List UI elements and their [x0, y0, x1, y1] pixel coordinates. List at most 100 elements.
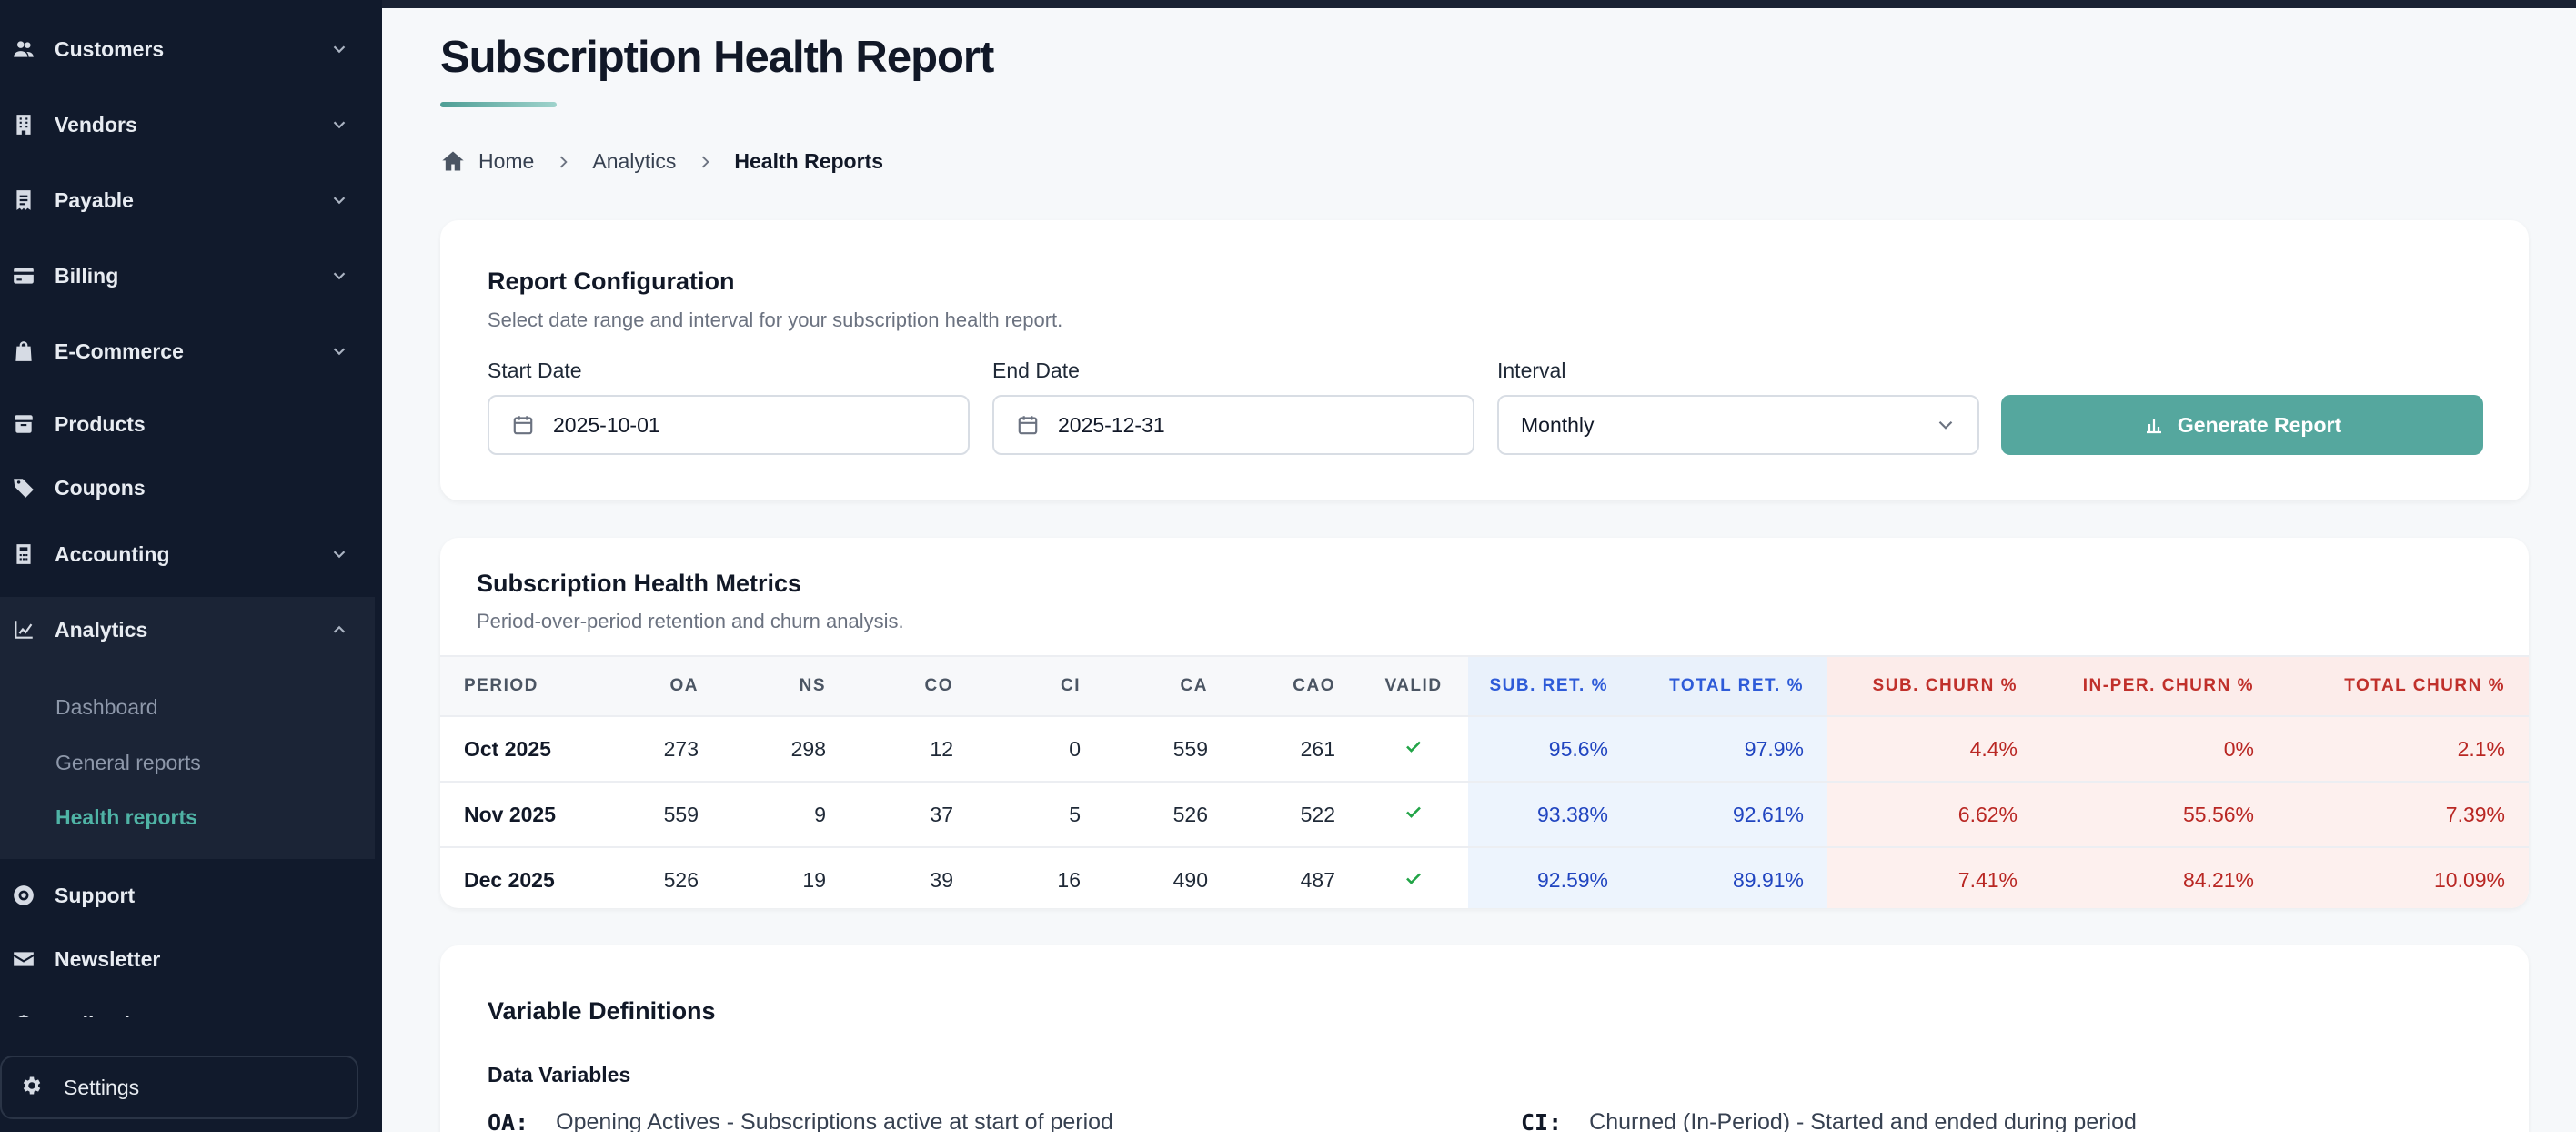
calculator-icon [11, 541, 36, 567]
metrics-title: Subscription Health Metrics [477, 570, 802, 597]
variable-key: OA: [488, 1109, 529, 1132]
chart-line-icon [11, 617, 36, 642]
table-cell: 39 [930, 868, 953, 892]
sidebar-item-label: Accounting [55, 541, 170, 566]
main-content: Subscription Health Report Home Analytic… [382, 8, 2576, 1132]
col-header-oa: OA [595, 655, 722, 717]
sidebar-item-analytics[interactable]: Analytics [0, 601, 375, 659]
metrics-subtitle: Period-over-period retention and churn a… [477, 610, 904, 632]
sidebar-item-label: Customers [55, 36, 165, 61]
sidebar-item-support[interactable]: Support [0, 866, 375, 925]
breadcrumb-current: Health Reports [734, 148, 883, 173]
chevron-down-icon [1938, 420, 1953, 430]
table-cell: 298 [722, 716, 850, 783]
table-cell: 526 [1104, 782, 1232, 848]
end-date-input[interactable]: 2025-12-31 [992, 395, 1474, 455]
col-header-ci: CI [977, 655, 1104, 717]
chevron-down-icon [329, 115, 349, 135]
table-row: Oct 2025 273 298 12 0 559 261 95.6% 97.9% 4.4% 0% 2… [440, 716, 2529, 783]
sidebar-item-e-commerce[interactable]: E-Commerce [0, 322, 375, 380]
sidebar-item-newsletter[interactable]: Newsletter [0, 930, 375, 988]
config-title: Report Configuration [488, 268, 735, 295]
metrics-table: PERIOD OA NS CO CI CA CAO VALID SUB. RET… [440, 655, 2529, 908]
calendar-icon [513, 416, 533, 435]
calendar-icon [1018, 416, 1038, 435]
sidebar-fade [0, 1017, 375, 1054]
table-cell: 0 [977, 716, 1104, 783]
table-cell: 7.39% [2278, 782, 2529, 848]
sidebar-item-accounting[interactable]: Accounting [0, 525, 375, 583]
gear-icon [20, 1074, 44, 1102]
sidebar-item-customers[interactable]: Customers [0, 20, 375, 78]
table-cell: 7.41% [1827, 847, 2041, 908]
table-cell: 522 [1232, 782, 1359, 848]
table-cell: 2.1% [2278, 716, 2529, 783]
generate-report-button[interactable]: Generate Report [2001, 395, 2483, 455]
sidebar-item-label: Analytics [55, 617, 148, 642]
lifebuoy-icon [11, 883, 36, 908]
chevron-down-icon [329, 341, 349, 361]
title-underline [440, 102, 557, 107]
sidebar-item-label: Payable [55, 187, 134, 212]
table-cell: 6.62% [1827, 782, 2041, 848]
sidebar-subitem-general-reports[interactable]: General reports [55, 751, 201, 774]
chevron-up-icon [329, 620, 349, 640]
variable-def-ci: CI: Churned (In-Period) - Started and en… [1521, 1109, 2137, 1132]
sidebar-subitem-health-reports[interactable]: Health reports [55, 805, 197, 829]
analytics-submenu [0, 597, 375, 859]
table-cell: 490 [1172, 868, 1208, 892]
valid-check-cell [1359, 782, 1468, 848]
start-date-input[interactable]: 2025-10-01 [488, 395, 970, 455]
sidebar-subitem-dashboard[interactable]: Dashboard [55, 695, 158, 719]
data-variables-heading: Data Variables [488, 1063, 631, 1087]
col-header-cao: CAO [1232, 655, 1359, 717]
settings-label: Settings [64, 1075, 140, 1099]
variable-key: CI: [1521, 1109, 1563, 1132]
sidebar-item-label: Billing [55, 263, 119, 288]
sidebar-item-coupons[interactable]: Coupons [0, 459, 375, 517]
table-cell: 12 [850, 716, 977, 783]
receipt-icon [11, 187, 36, 213]
table-cell: 559 [1104, 716, 1232, 783]
breadcrumb-analytics[interactable]: Analytics [592, 148, 677, 173]
interval-label: Interval [1497, 359, 1566, 382]
col-header-ns: NS [722, 655, 850, 717]
config-subtitle: Select date range and interval for your … [488, 308, 1063, 331]
start-date-value: 2025-10-01 [553, 412, 660, 437]
chevron-down-icon [329, 39, 349, 59]
settings-button[interactable]: Settings [0, 1056, 358, 1119]
sidebar-item-label: Vendors [55, 112, 137, 136]
col-header-period: PERIOD [440, 655, 595, 717]
table-cell: 273 [595, 716, 722, 783]
table-cell: 84.21% [2041, 847, 2278, 908]
check-icon [1403, 870, 1424, 894]
variable-def-oa: OA: Opening Actives - Subscriptions acti… [488, 1109, 1113, 1132]
chevron-down-icon [329, 544, 349, 564]
metrics-header-row: PERIOD OA NS CO CI CA CAO VALID SUB. RET… [440, 655, 2529, 717]
variables-title: Variable Definitions [488, 997, 716, 1025]
home-icon [442, 151, 464, 171]
interval-select[interactable]: Monthly [1497, 395, 1979, 455]
report-config-card: Report Configuration Select date range a… [440, 220, 2529, 500]
breadcrumb-home[interactable]: Home [478, 148, 535, 173]
table-cell: 92.59% [1468, 847, 1632, 908]
table-cell: 10.09% [2278, 847, 2529, 908]
table-cell: Nov 2025 [440, 782, 595, 848]
col-header-sub-churn: SUB. CHURN % [1827, 655, 2041, 717]
chevron-down-icon [329, 190, 349, 210]
variable-text: Opening Actives - Subscriptions active a… [556, 1109, 1113, 1132]
sidebar-item-label: Support [55, 883, 136, 907]
table-cell: 261 [1232, 716, 1359, 783]
sidebar-item-products[interactable]: Products [0, 395, 375, 453]
table-cell: 9 [722, 782, 850, 848]
sidebar-item-billing[interactable]: Billing [0, 247, 375, 305]
chevron-right-icon [554, 152, 572, 170]
sidebar-item-vendors[interactable]: Vendors [0, 96, 375, 154]
sidebar-item-payable[interactable]: Payable [0, 171, 375, 229]
variable-definitions-card: Variable Definitions Data Variables [440, 945, 2529, 1132]
table-cell: 5 [977, 782, 1104, 848]
col-header-co: CO [850, 655, 977, 717]
tag-icon [11, 475, 36, 500]
bar-chart-icon [2146, 419, 2161, 434]
col-header-sub-ret: SUB. RET. % [1468, 655, 1632, 717]
